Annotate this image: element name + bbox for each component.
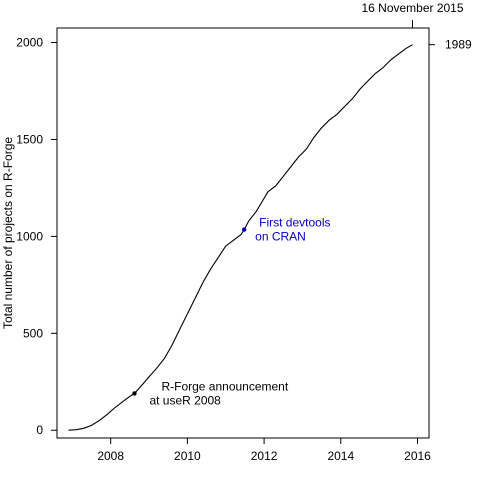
y-tick-label-0: 0 (36, 423, 43, 437)
y-tick-label-500: 500 (23, 326, 43, 340)
x-axis: 2008 2010 2012 2014 2016 (97, 438, 431, 463)
point-first-devtools (241, 227, 247, 232)
annotation-rforge-announcement-line1: R-Forge announcement (161, 379, 288, 393)
annotation-rforge-announcement-line2: at useR 2008 (149, 393, 221, 407)
y-tick-label-1000: 1000 (16, 229, 43, 243)
series-line-projects (68, 44, 413, 431)
x-tick-label-2014: 2014 (327, 449, 354, 463)
annotation-first-devtools-line1: First devtools (259, 216, 330, 230)
point-rforge-announcement (132, 391, 137, 396)
y-axis-label: Total number of projects on R-Forge (1, 137, 15, 329)
annotation-first-devtools-line2: on CRAN (255, 230, 306, 244)
y-tick-label-1500: 1500 (16, 132, 43, 146)
x-tick-label-2010: 2010 (174, 449, 201, 463)
annotation-end-date: 16 November 2015 (361, 1, 463, 15)
y-tick-label-2000: 2000 (16, 36, 43, 50)
annotation-end-value: 1989 (445, 38, 472, 52)
plot-frame (56, 27, 430, 439)
x-tick-label-2012: 2012 (251, 449, 278, 463)
x-tick-label-2016: 2016 (404, 449, 431, 463)
x-tick-label-2008: 2008 (97, 449, 124, 463)
y-axis: 0 500 1000 1500 2000 (16, 36, 57, 437)
